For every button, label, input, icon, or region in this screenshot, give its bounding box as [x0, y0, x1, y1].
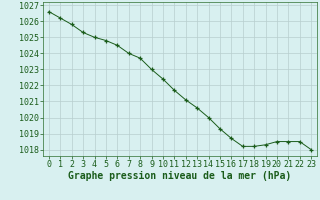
- X-axis label: Graphe pression niveau de la mer (hPa): Graphe pression niveau de la mer (hPa): [68, 171, 292, 181]
